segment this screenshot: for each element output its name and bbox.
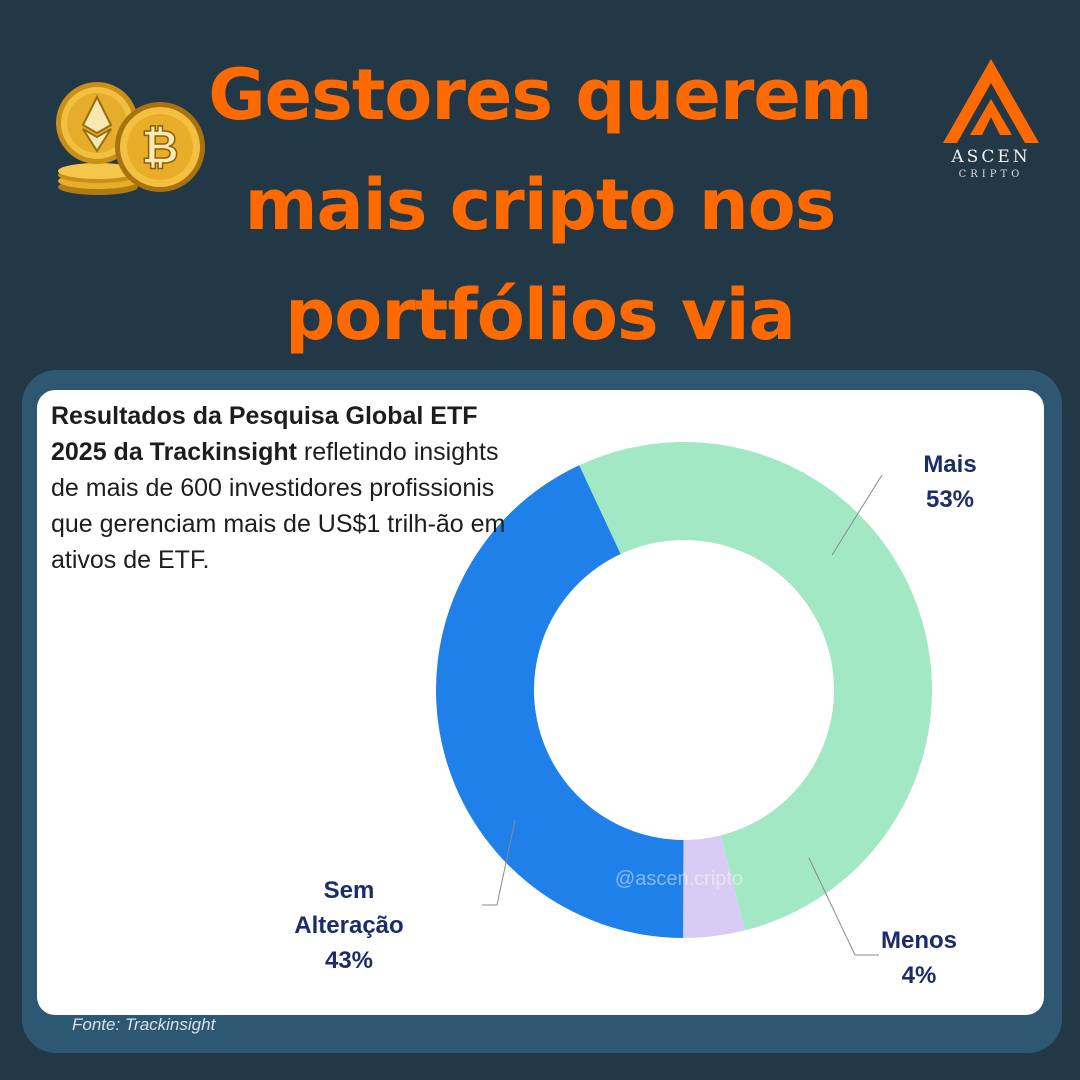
intro-text: Resultados da Pesquisa Global ETF 2025 d… — [51, 398, 511, 578]
bitcoin-ethereum-coins-icon: ₿ — [50, 75, 210, 200]
label-mais: Mais 53% — [923, 451, 976, 513]
donut-chart: Mais 53% Menos 4% Sem Alteração 43% @ascen.crip… — [294, 441, 977, 989]
logo-name: ASCEN — [951, 147, 1031, 167]
source-note: Fonte: Trackinsight — [72, 1015, 216, 1034]
donut-slice-menos — [683, 835, 745, 938]
intro-bold: Resultados da Pesquisa Global ETF 2025 d… — [51, 402, 478, 466]
leader-line-sem-alteração — [482, 819, 516, 906]
watermark: @ascen.cripto — [615, 868, 743, 890]
leader-line-menos — [808, 857, 879, 956]
label-menos: Menos 4% — [881, 927, 957, 989]
headline-line-2: mais cripto nos — [244, 164, 837, 246]
ascen-cripto-logo: ASCEN CRIPTO — [938, 55, 1044, 185]
headline-line-1: Gestores querem — [208, 54, 873, 136]
donut-slice-sem-alteração — [436, 465, 684, 938]
donut-slice-mais — [579, 441, 933, 931]
ascen-logo-icon — [943, 59, 1039, 143]
intro-rest: refletindo insights de mais de 600 inves… — [51, 438, 506, 574]
leader-line-mais — [831, 474, 883, 556]
label-sem-alteração: Sem Alteração 43% — [294, 877, 403, 974]
logo-subtitle: CRIPTO — [958, 169, 1024, 180]
chart-card: Mais 53% Menos 4% Sem Alteração 43% @ascen.crip… — [37, 390, 1044, 1015]
svg-text:₿: ₿ — [141, 120, 179, 174]
